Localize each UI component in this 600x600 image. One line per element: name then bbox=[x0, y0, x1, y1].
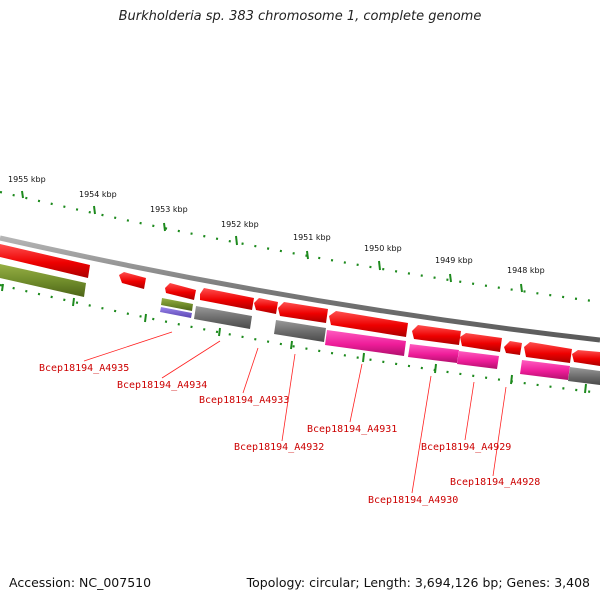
gene-arrow bbox=[161, 298, 193, 311]
major-ticks-inner bbox=[1, 283, 587, 394]
kbp-label: 1953 kbp bbox=[150, 205, 188, 214]
kbp-label: 1950 kbp bbox=[364, 244, 402, 253]
gene-label: Bcep18194_A4933 bbox=[199, 395, 289, 406]
gene-arrow bbox=[325, 330, 406, 356]
chromosome-backbone bbox=[0, 235, 600, 343]
kbp-label: 1954 kbp bbox=[79, 190, 117, 199]
kbp-label: 1952 kbp bbox=[221, 220, 259, 229]
gene-arrow bbox=[329, 311, 408, 337]
gene-arrow bbox=[274, 320, 326, 342]
gene-label: Bcep18194_A4935 bbox=[39, 363, 129, 374]
gene-arrow bbox=[254, 298, 278, 314]
label-leaders bbox=[83, 331, 507, 494]
gene-label: Bcep18194_A4929 bbox=[421, 442, 511, 453]
gene-arrow bbox=[572, 350, 600, 366]
gene-arrow bbox=[0, 264, 86, 297]
gene-arrow bbox=[200, 288, 254, 310]
gene-label: Bcep18194_A4932 bbox=[234, 442, 324, 453]
gene-label: Bcep18194_A4928 bbox=[450, 477, 540, 488]
map-title: Burkholderia sp. 383 chromosome 1, compl… bbox=[118, 9, 482, 24]
gene-arrow bbox=[165, 283, 196, 300]
kbp-label: 1948 kbp bbox=[507, 266, 545, 275]
reverse-strand-genes bbox=[0, 264, 600, 385]
kbp-label: 1949 kbp bbox=[435, 256, 473, 265]
gene-labels: Bcep18194_A4935 Bcep18194_A4934 Bcep1819… bbox=[39, 363, 540, 506]
kbp-labels: 1955 kbp 1954 kbp 1953 kbp 1952 kbp 1951… bbox=[8, 175, 545, 275]
forward-strand-genes bbox=[0, 244, 600, 366]
gene-arrow bbox=[524, 342, 572, 363]
gene-label: Bcep18194_A4934 bbox=[117, 380, 207, 391]
kbp-label: 1951 kbp bbox=[293, 233, 331, 242]
gene-arrow bbox=[412, 325, 461, 345]
gene-label: Bcep18194_A4930 bbox=[368, 495, 458, 506]
gene-arrow bbox=[457, 351, 499, 369]
gene-arrow bbox=[119, 272, 146, 289]
gene-arrow bbox=[460, 333, 502, 352]
gene-arrow bbox=[0, 244, 90, 278]
gene-arrow bbox=[278, 302, 328, 323]
gene-label: Bcep18194_A4931 bbox=[307, 424, 397, 435]
gene-arrow bbox=[504, 341, 522, 355]
major-ticks-outer bbox=[21, 190, 523, 293]
gene-arrow bbox=[160, 307, 192, 318]
inner-tick-track bbox=[0, 283, 600, 395]
kbp-label: 1955 kbp bbox=[8, 175, 46, 184]
accession-text: Accession: NC_007510 bbox=[9, 575, 152, 590]
outer-tick-track bbox=[0, 190, 600, 304]
gene-arrow bbox=[568, 367, 600, 385]
gene-arrow bbox=[520, 360, 570, 380]
genome-summary-text: Topology: circular; Length: 3,694,126 bp… bbox=[246, 575, 590, 590]
gene-arrow bbox=[194, 306, 252, 329]
gene-arrow bbox=[408, 344, 459, 363]
